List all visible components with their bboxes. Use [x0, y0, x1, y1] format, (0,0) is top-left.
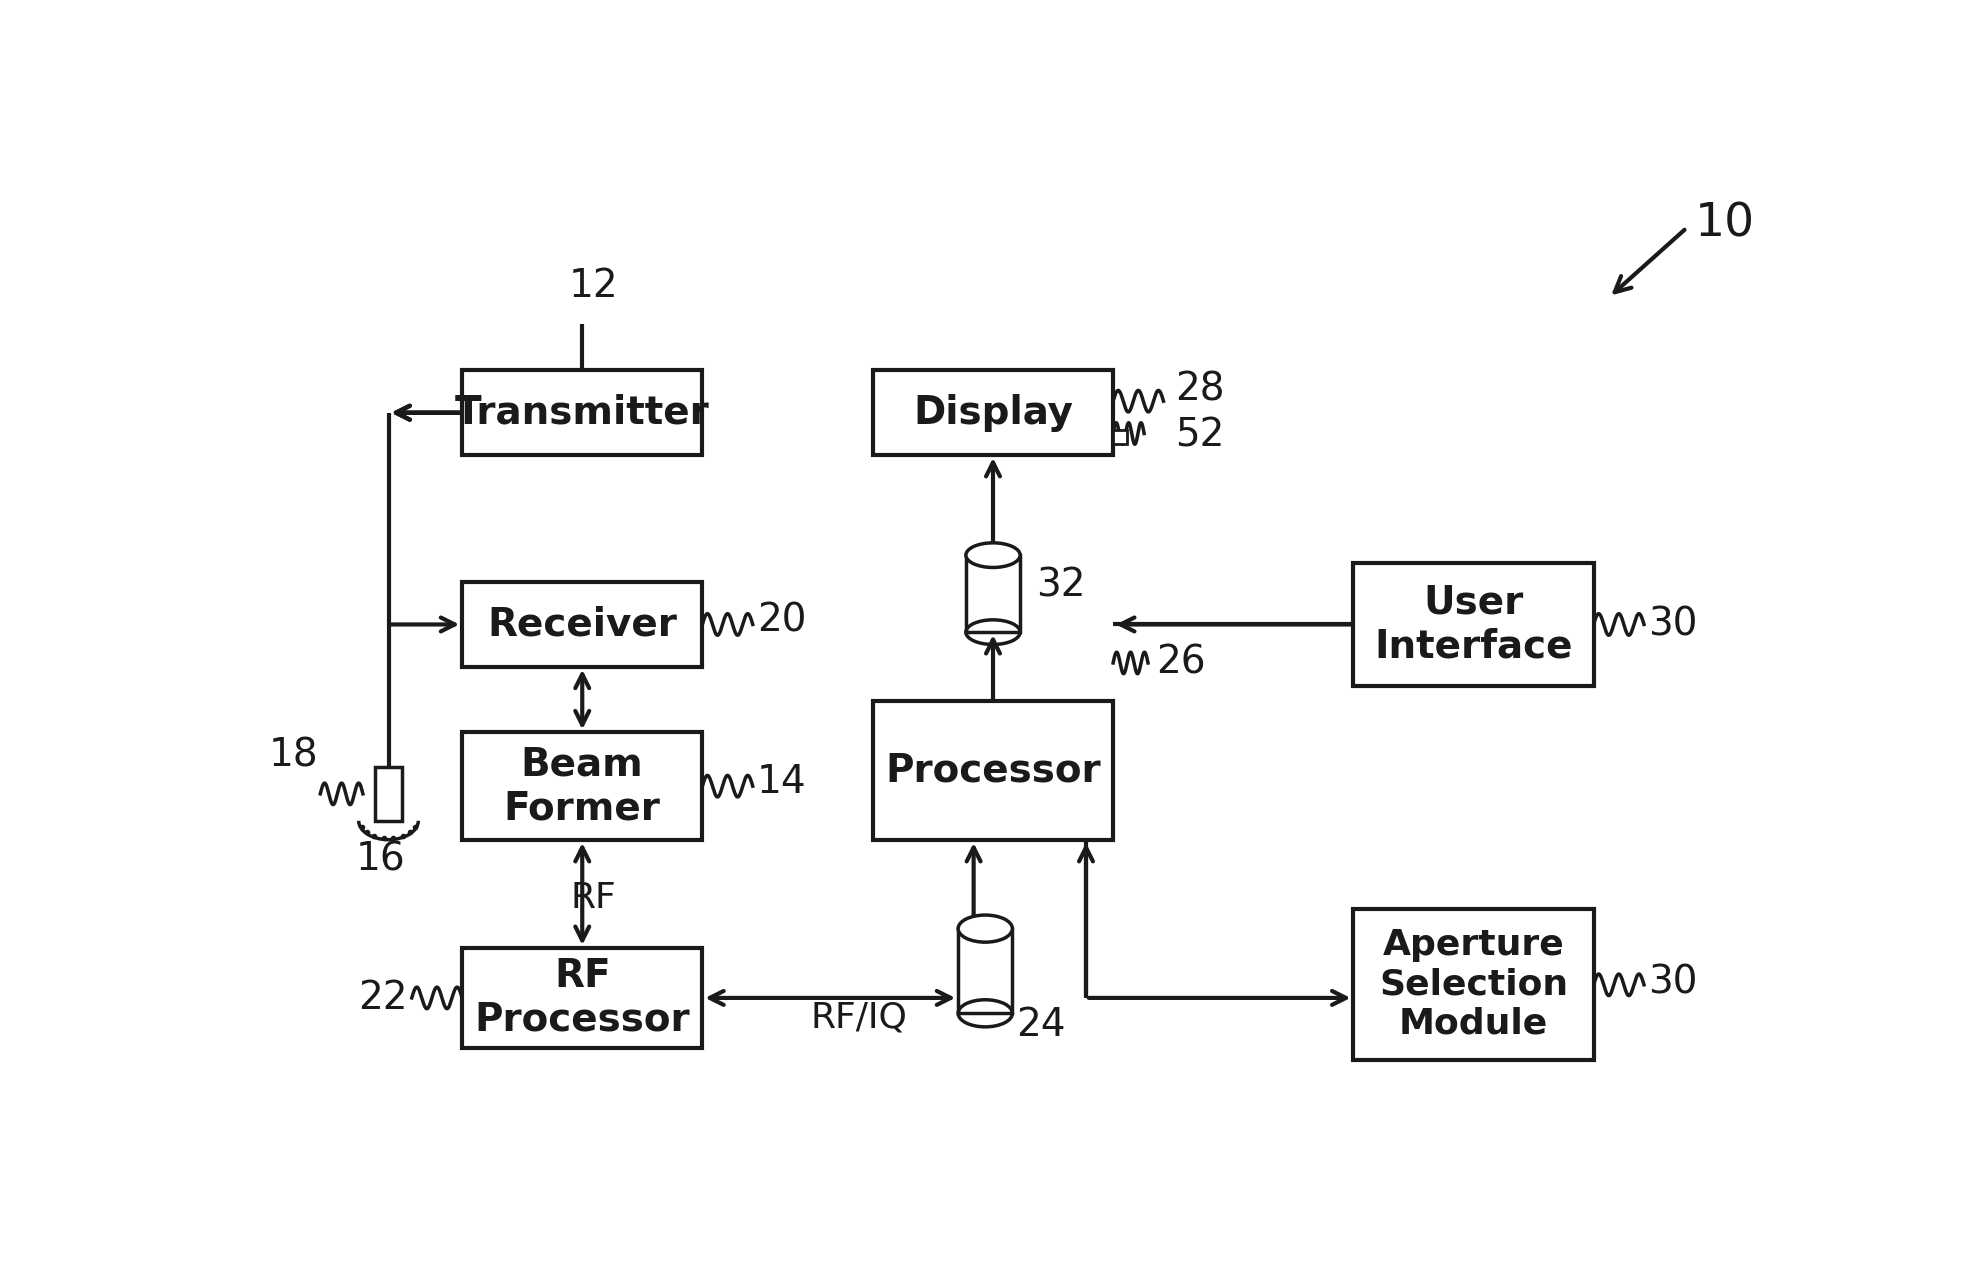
Ellipse shape	[967, 542, 1020, 568]
FancyBboxPatch shape	[1353, 909, 1594, 1059]
Text: RF: RF	[571, 881, 618, 915]
Text: 32: 32	[1035, 568, 1084, 605]
FancyBboxPatch shape	[959, 929, 1012, 1014]
FancyBboxPatch shape	[463, 948, 702, 1048]
Text: 26: 26	[1155, 643, 1206, 683]
Text: Beam
Former: Beam Former	[504, 746, 661, 827]
Ellipse shape	[959, 915, 1012, 942]
Text: 28: 28	[1175, 370, 1224, 408]
Text: 18: 18	[269, 737, 320, 775]
FancyBboxPatch shape	[873, 370, 1114, 455]
Text: RF/IQ: RF/IQ	[812, 1000, 908, 1034]
Text: 30: 30	[1647, 605, 1698, 643]
Text: 22: 22	[359, 978, 408, 1018]
FancyBboxPatch shape	[463, 732, 702, 841]
Text: 14: 14	[757, 763, 806, 801]
FancyBboxPatch shape	[967, 555, 1020, 632]
Text: Aperture
Selection
Module: Aperture Selection Module	[1379, 928, 1569, 1040]
FancyBboxPatch shape	[463, 370, 702, 455]
FancyBboxPatch shape	[1353, 562, 1594, 686]
Text: Transmitter: Transmitter	[455, 393, 710, 432]
FancyBboxPatch shape	[1114, 431, 1128, 444]
Text: 52: 52	[1175, 417, 1224, 455]
Text: 10: 10	[1694, 201, 1755, 246]
FancyBboxPatch shape	[463, 583, 702, 667]
Text: RF
Processor: RF Processor	[475, 957, 690, 1039]
Text: 16: 16	[355, 841, 406, 878]
Text: Display: Display	[914, 393, 1073, 432]
FancyBboxPatch shape	[375, 767, 402, 820]
Text: User
Interface: User Interface	[1375, 584, 1573, 665]
FancyBboxPatch shape	[873, 702, 1114, 841]
Text: 12: 12	[569, 267, 618, 305]
Text: 24: 24	[1016, 1006, 1065, 1044]
Text: 30: 30	[1647, 963, 1698, 1001]
Text: 20: 20	[757, 602, 806, 640]
Text: Receiver: Receiver	[488, 605, 677, 643]
Text: Processor: Processor	[884, 752, 1100, 790]
